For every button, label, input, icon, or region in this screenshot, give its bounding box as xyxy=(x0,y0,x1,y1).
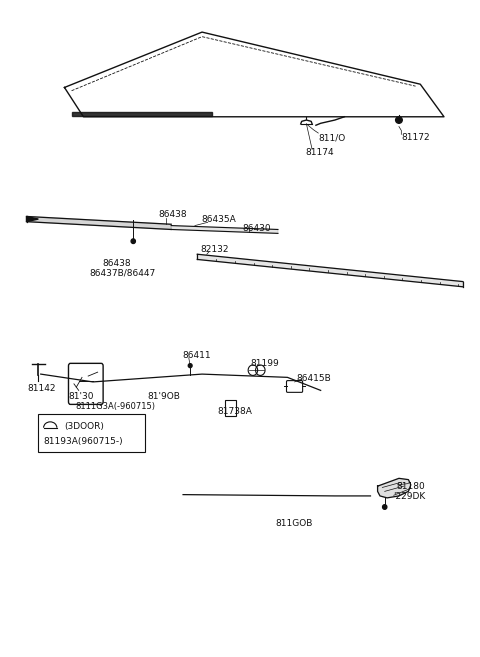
Text: 81142: 81142 xyxy=(27,384,56,393)
Text: 86415B: 86415B xyxy=(296,374,331,382)
Text: 81'9OB: 81'9OB xyxy=(147,392,180,401)
Bar xyxy=(38,415,145,452)
Text: 81172: 81172 xyxy=(401,133,430,142)
Text: 86438: 86438 xyxy=(102,259,131,268)
Ellipse shape xyxy=(131,239,135,244)
Text: 81180: 81180 xyxy=(396,482,425,491)
Text: 86430: 86430 xyxy=(243,224,272,233)
Bar xyxy=(225,400,236,416)
Text: 811GOB: 811GOB xyxy=(276,520,313,528)
Text: (3DOOR): (3DOOR) xyxy=(64,422,104,431)
Text: '229DK: '229DK xyxy=(393,492,425,501)
Polygon shape xyxy=(197,254,463,287)
Text: 81'30: 81'30 xyxy=(68,392,94,401)
Text: 81193A(960715-): 81193A(960715-) xyxy=(43,437,123,446)
Text: 86437B/86447: 86437B/86447 xyxy=(90,269,156,278)
Text: 81174: 81174 xyxy=(305,148,334,157)
Ellipse shape xyxy=(396,117,402,124)
Ellipse shape xyxy=(188,364,192,367)
Text: 86411: 86411 xyxy=(182,351,211,360)
Polygon shape xyxy=(26,216,171,229)
Polygon shape xyxy=(378,478,411,498)
Text: 86435A: 86435A xyxy=(201,215,236,224)
Text: 81199: 81199 xyxy=(250,359,279,367)
Text: 81738A: 81738A xyxy=(218,407,252,417)
Text: 8111G3A(-960715): 8111G3A(-960715) xyxy=(75,401,155,411)
Polygon shape xyxy=(26,216,38,221)
Text: 86438: 86438 xyxy=(158,210,187,219)
Text: 82132: 82132 xyxy=(200,244,228,254)
Polygon shape xyxy=(171,225,278,233)
Text: 811/O: 811/O xyxy=(318,133,346,142)
Polygon shape xyxy=(72,112,212,116)
Ellipse shape xyxy=(383,505,387,509)
